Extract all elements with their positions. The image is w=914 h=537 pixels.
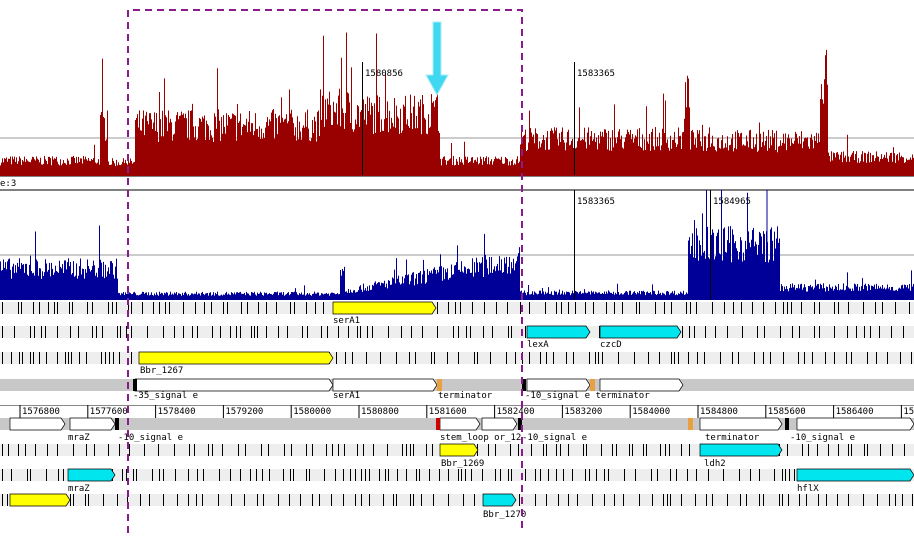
feature (67, 468, 116, 482)
feature (699, 417, 783, 431)
feature-label: Bbr_1269 (441, 459, 484, 469)
feature (439, 417, 481, 431)
row-band (0, 469, 914, 481)
feature-label: hflX (797, 484, 819, 494)
feature (526, 325, 591, 339)
feature (332, 301, 437, 315)
feature (482, 493, 517, 507)
axis-label: 1584800 (700, 407, 738, 417)
feature (134, 378, 334, 392)
feature-label: Bbr_1270 (483, 510, 526, 520)
axis-label: 1584000 (632, 407, 670, 417)
axis-label: 1579200 (225, 407, 263, 417)
feature-label: mraZ (68, 433, 90, 443)
axis-label: 1578400 (158, 407, 196, 417)
arrow (425, 21, 449, 97)
axis-label: 1583200 (564, 407, 602, 417)
feature (526, 378, 591, 392)
feature-label: -10_signal e (790, 433, 855, 443)
axis-label: 158 (903, 407, 914, 417)
row-band (0, 494, 914, 506)
feature-label: serA1 (333, 391, 360, 401)
feature-label: -10_signal e terminator (525, 391, 650, 401)
feature (599, 325, 682, 339)
feature (599, 378, 684, 392)
row-band (0, 352, 914, 364)
stem-loop (436, 418, 440, 430)
signal (518, 418, 522, 430)
position-label: 1583365 (577, 197, 615, 207)
axis-label: 1580800 (361, 407, 399, 417)
feature (9, 493, 71, 507)
feature-label: serA1 (333, 316, 360, 326)
feature-label: czcD (600, 340, 622, 350)
axis-label: 1581600 (429, 407, 467, 417)
feature (332, 378, 438, 392)
terminator-mark (437, 379, 442, 391)
position-label: 1583365 (577, 69, 615, 79)
feature-label: Bbr_1267 (140, 366, 183, 376)
terminator-mark (688, 418, 693, 430)
feature-label: ldh2 (704, 459, 726, 469)
axis-label: 1580000 (293, 407, 331, 417)
feature-label: terminator (438, 391, 493, 401)
feature-label: terminator (705, 433, 760, 443)
feature (796, 417, 914, 431)
feature-label: stem_loop or_12 (440, 433, 521, 443)
feature (699, 443, 783, 457)
feature (9, 417, 66, 431)
feature (138, 351, 334, 365)
signal (785, 418, 789, 430)
feature-label: mraZ (68, 484, 90, 494)
row-band (0, 302, 914, 314)
feature (481, 417, 518, 431)
feature-label: -35_signal e (133, 391, 198, 401)
feature (439, 443, 479, 457)
feature-label: -10_signal e (522, 433, 587, 443)
selection-box (127, 9, 523, 533)
feature (796, 468, 914, 482)
signal (115, 418, 119, 430)
axis-label: 1582400 (497, 407, 535, 417)
position-label: 1584965 (713, 197, 751, 207)
axis-label: 1577600 (90, 407, 128, 417)
axis-label: 1585600 (768, 407, 806, 417)
position-label: 1580856 (365, 69, 403, 79)
terminator-mark (590, 379, 595, 391)
feature (69, 417, 116, 431)
axis-label: 1586400 (836, 407, 874, 417)
track-label: e:3 (0, 179, 16, 189)
feature-label: -10_signal e (118, 433, 183, 443)
feature-label: lexA (527, 340, 549, 350)
signal (133, 379, 137, 391)
row-band (0, 326, 914, 338)
axis-label: 1576800 (22, 407, 60, 417)
signal (522, 379, 526, 391)
coverage (0, 32, 914, 175)
